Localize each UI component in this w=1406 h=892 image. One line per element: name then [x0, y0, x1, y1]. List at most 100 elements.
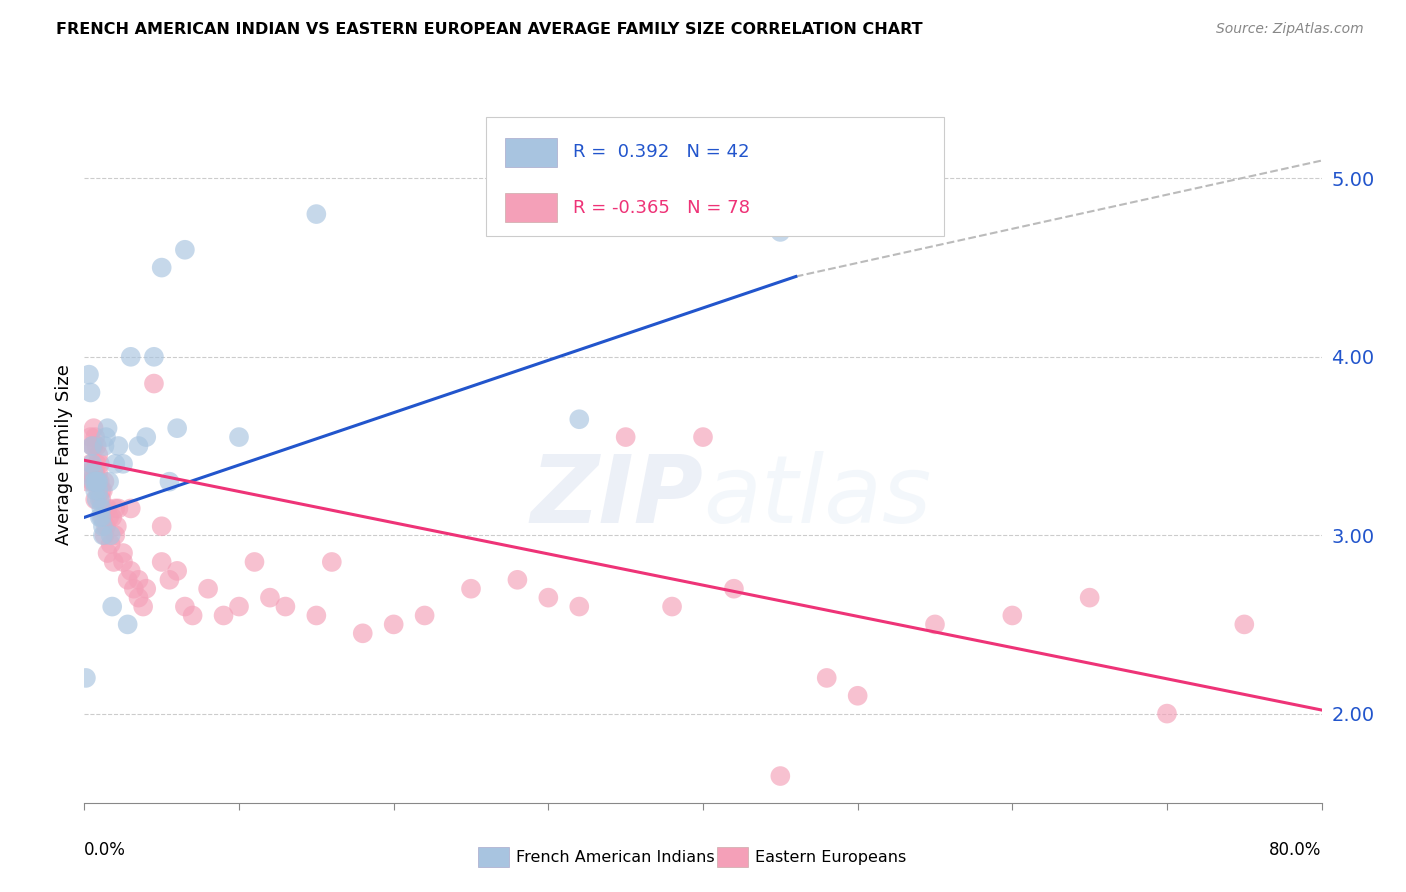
Point — [90, 501, 112, 516]
Point — [128, 439, 150, 453]
Point — [107, 439, 129, 453]
Point — [104, 501, 127, 516]
Point — [104, 457, 127, 471]
Point — [98, 475, 121, 489]
Point — [506, 573, 529, 587]
Point — [568, 599, 591, 614]
Point — [122, 582, 145, 596]
Point — [93, 475, 115, 489]
Point — [382, 617, 405, 632]
Point — [104, 528, 127, 542]
Point — [174, 243, 197, 257]
Point — [723, 582, 745, 596]
Text: French American Indians: French American Indians — [516, 850, 714, 864]
Text: Source: ZipAtlas.com: Source: ZipAtlas.com — [1216, 22, 1364, 37]
Point — [181, 608, 204, 623]
Point — [90, 510, 112, 524]
Point — [352, 626, 374, 640]
Point — [614, 430, 637, 444]
Point — [661, 599, 683, 614]
Point — [120, 564, 142, 578]
Point — [692, 430, 714, 444]
Point — [97, 421, 120, 435]
Point — [84, 475, 107, 489]
Point — [101, 510, 124, 524]
Point — [82, 475, 104, 489]
Point — [112, 457, 135, 471]
Point — [769, 225, 792, 239]
Point — [120, 350, 142, 364]
Point — [79, 430, 101, 444]
Point — [143, 350, 166, 364]
Point — [1156, 706, 1178, 721]
Point — [87, 483, 110, 498]
Point — [94, 430, 117, 444]
Point — [228, 599, 250, 614]
Point — [86, 475, 108, 489]
Point — [120, 501, 142, 516]
Point — [87, 448, 110, 462]
Point — [769, 769, 792, 783]
Point — [159, 475, 181, 489]
Point — [321, 555, 343, 569]
Point — [128, 573, 150, 587]
Point — [94, 519, 117, 533]
Point — [83, 475, 105, 489]
Text: ZIP: ZIP — [530, 450, 703, 542]
Point — [83, 421, 105, 435]
Point — [568, 412, 591, 426]
Point — [91, 519, 114, 533]
Point — [90, 492, 112, 507]
Point — [82, 439, 104, 453]
Point — [1233, 617, 1256, 632]
Point — [197, 582, 219, 596]
Text: R =  0.392   N = 42: R = 0.392 N = 42 — [574, 143, 749, 161]
Point — [91, 528, 114, 542]
Point — [150, 555, 173, 569]
Point — [305, 207, 328, 221]
Point — [112, 546, 135, 560]
Point — [243, 555, 266, 569]
Point — [112, 555, 135, 569]
Point — [77, 466, 100, 480]
Point — [75, 671, 97, 685]
Point — [100, 537, 122, 551]
Point — [100, 528, 122, 542]
Point — [107, 501, 129, 516]
FancyBboxPatch shape — [505, 137, 557, 167]
Point — [135, 430, 157, 444]
Point — [77, 368, 100, 382]
Y-axis label: Average Family Size: Average Family Size — [55, 365, 73, 545]
Text: 0.0%: 0.0% — [84, 841, 127, 859]
Point — [117, 573, 139, 587]
Point — [97, 546, 120, 560]
Text: R = -0.365   N = 78: R = -0.365 N = 78 — [574, 199, 749, 217]
Point — [83, 439, 105, 453]
Point — [274, 599, 297, 614]
Point — [76, 475, 98, 489]
Point — [82, 457, 104, 471]
Point — [86, 492, 108, 507]
Point — [90, 483, 112, 498]
FancyBboxPatch shape — [486, 118, 945, 235]
Point — [86, 457, 108, 471]
Point — [87, 475, 110, 489]
Point — [143, 376, 166, 391]
Text: atlas: atlas — [703, 451, 931, 542]
Text: Eastern Europeans: Eastern Europeans — [755, 850, 907, 864]
Point — [846, 689, 869, 703]
Point — [159, 573, 181, 587]
Point — [537, 591, 560, 605]
FancyBboxPatch shape — [505, 194, 557, 222]
Point — [91, 483, 114, 498]
Point — [132, 599, 155, 614]
Point — [460, 582, 482, 596]
Point — [305, 608, 328, 623]
Point — [84, 466, 107, 480]
Point — [228, 430, 250, 444]
Point — [98, 510, 121, 524]
Point — [86, 439, 108, 453]
Point — [93, 528, 115, 542]
Point — [135, 582, 157, 596]
Point — [101, 599, 124, 614]
